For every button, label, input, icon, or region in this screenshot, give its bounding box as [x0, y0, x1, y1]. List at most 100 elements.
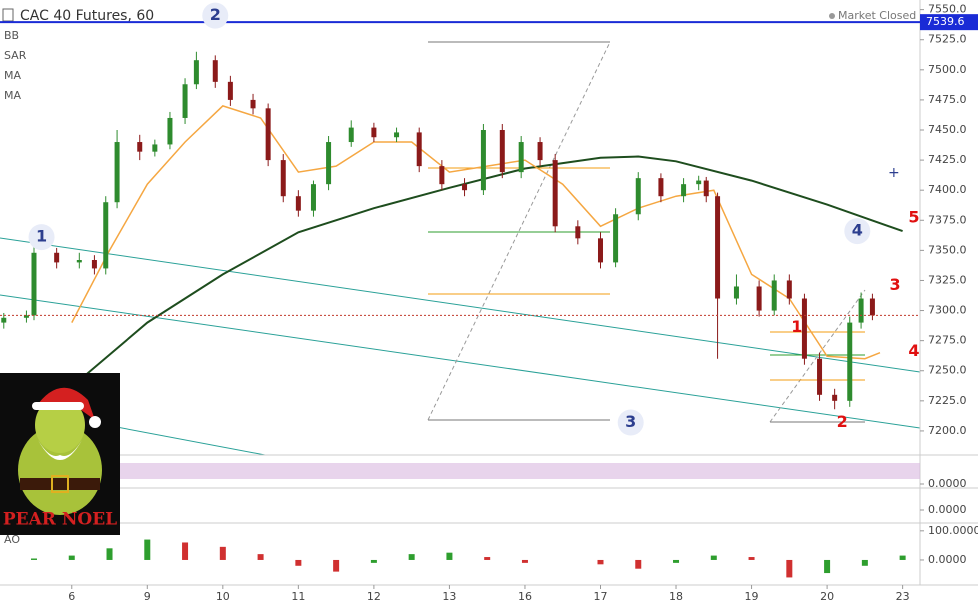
candle-body	[681, 184, 687, 197]
wave-circle	[617, 409, 644, 436]
logo: PEAR NOEL	[0, 373, 120, 535]
candle-body	[250, 99, 256, 109]
candle-body	[439, 166, 445, 185]
candle-body	[696, 180, 702, 185]
panel-tick-label: 100.0000	[928, 524, 978, 537]
wave-label: 2	[837, 412, 848, 431]
candle-body	[771, 280, 777, 311]
candle-body	[817, 358, 823, 395]
last-price-box	[920, 14, 978, 31]
status-dot	[829, 13, 835, 19]
y-tick-label: 7450.0	[928, 123, 967, 136]
moving-average	[78, 155, 903, 382]
panel-tick-label: 0.0000	[928, 503, 967, 516]
candle-body	[869, 298, 875, 316]
ao-bar	[597, 559, 604, 565]
x-tick-label: 23	[896, 590, 910, 603]
x-tick-label: 16	[518, 590, 532, 603]
candle-body	[597, 238, 603, 263]
candle-body	[114, 142, 120, 203]
x-tick-label: 12	[367, 590, 381, 603]
candle-body	[326, 142, 332, 185]
panel-tick-label: 0.0000	[928, 477, 967, 490]
x-tick-label: 18	[669, 590, 683, 603]
collapse-icon[interactable]	[2, 8, 14, 22]
wave-label: 1	[36, 227, 47, 246]
candle-body	[858, 298, 864, 323]
wave-label: 4	[852, 221, 863, 240]
x-tick-label: 17	[593, 590, 607, 603]
x-tick-label: 10	[216, 590, 230, 603]
ao-bar	[521, 559, 528, 563]
wave-circle	[28, 224, 55, 251]
ao-bar	[673, 559, 680, 563]
candle-body	[23, 315, 29, 318]
candle-body	[227, 81, 233, 100]
candle-body	[733, 286, 739, 299]
wave-circle	[844, 218, 871, 245]
candle-body	[103, 202, 109, 269]
oscillator-band	[20, 463, 920, 479]
wave-label: 5	[908, 207, 919, 226]
candle-body	[518, 142, 524, 173]
y-tick-label: 7375.0	[928, 213, 967, 226]
candle-body	[348, 127, 354, 143]
indicator-label[interactable]: SAR	[4, 49, 27, 62]
ao-bar	[370, 559, 377, 563]
ao-bar	[257, 554, 264, 560]
x-tick-label: 19	[745, 590, 759, 603]
indicator-label[interactable]: MA	[4, 89, 21, 102]
ao-bar	[786, 559, 793, 578]
candle-body	[371, 127, 377, 138]
candle-body	[832, 394, 838, 401]
candle-body	[394, 132, 400, 138]
candle-body	[499, 130, 505, 173]
candle-body	[537, 142, 543, 161]
candle-body	[212, 60, 218, 82]
candle-body	[480, 130, 486, 191]
ao-bar	[144, 539, 151, 560]
candle-body	[801, 298, 807, 359]
candle-body	[193, 60, 199, 85]
ao-bar	[333, 559, 340, 572]
last-price-label: 7539.6	[926, 15, 965, 28]
panel-separators	[0, 0, 978, 586]
y-tick-label: 7525.0	[928, 33, 967, 46]
ao-bar	[748, 557, 755, 560]
candle-body	[635, 178, 641, 215]
y-tick-label: 7325.0	[928, 273, 967, 286]
candle-body	[756, 286, 762, 311]
wave-label: 2	[210, 5, 221, 24]
candle-body	[847, 322, 853, 401]
ao-bar	[68, 555, 75, 560]
ao-bar	[635, 559, 642, 569]
y-tick-label: 7350.0	[928, 243, 967, 256]
x-tick-label: 20	[820, 590, 834, 603]
indicator-label[interactable]: MA	[4, 69, 21, 82]
candle-body	[167, 117, 173, 145]
wave-circle	[202, 2, 229, 29]
ao-bar	[295, 559, 302, 566]
y-tick-label: 7250.0	[928, 364, 967, 377]
candle-body	[1, 317, 7, 323]
candle-body	[182, 84, 188, 118]
ao-bar	[106, 548, 113, 560]
ao-bar	[30, 558, 37, 560]
x-tick-label: 9	[144, 590, 151, 603]
candle-body	[280, 160, 286, 197]
y-tick-label: 7425.0	[928, 153, 967, 166]
y-tick-label: 7300.0	[928, 304, 967, 317]
x-tick-label: 11	[291, 590, 305, 603]
ao-bar	[861, 559, 868, 566]
x-tick-label: 13	[442, 590, 456, 603]
ao-bar	[899, 555, 906, 560]
candle-body	[715, 196, 721, 299]
indicator-label[interactable]: AO	[4, 533, 20, 546]
candle-body	[310, 184, 316, 211]
ao-bar	[219, 546, 226, 560]
y-tick-label: 7475.0	[928, 93, 967, 106]
candle-body	[703, 180, 709, 197]
indicator-label[interactable]: BB	[4, 29, 19, 42]
